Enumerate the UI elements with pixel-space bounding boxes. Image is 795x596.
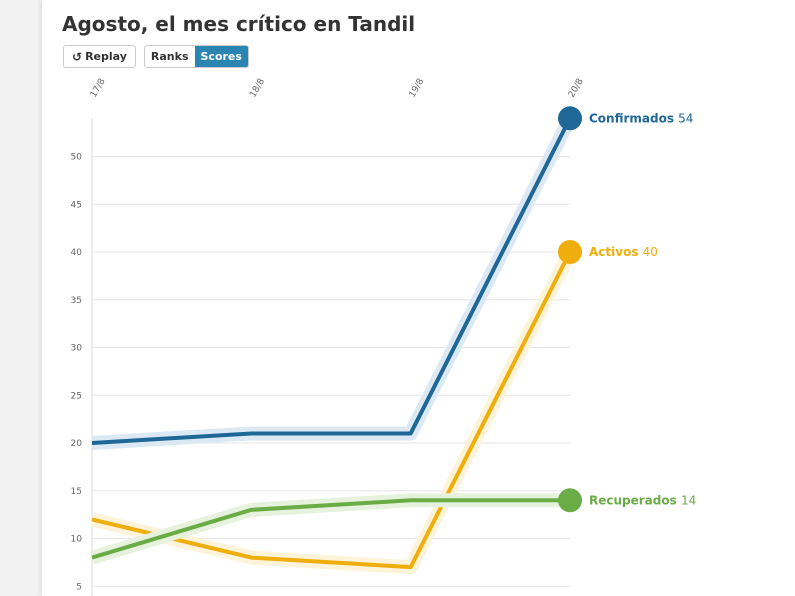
ranks-option[interactable]: Ranks	[150, 50, 189, 63]
series-name: Recuperados	[589, 493, 681, 507]
y-tick-label: 50	[71, 153, 83, 163]
series-value: 14	[681, 493, 696, 507]
series-end-marker[interactable]	[558, 240, 582, 264]
replay-label: Replay	[85, 50, 127, 63]
mode-toggle: Ranks Scores	[143, 45, 249, 68]
end-labels: Confirmados 54 Activos 40 Recuperados 14	[589, 111, 696, 507]
series-group	[89, 106, 582, 575]
grid	[92, 156, 570, 587]
series-halo	[89, 493, 570, 565]
replay-button[interactable]: ↺ Replay	[63, 45, 136, 68]
series-activos	[90, 240, 582, 575]
series-recuperados	[89, 488, 582, 565]
series-name: Activos	[589, 245, 643, 259]
series-line	[91, 498, 570, 560]
series-end-label: Activos 40	[589, 245, 658, 259]
x-tick-label: 19/8	[408, 77, 427, 100]
y-tick-label: 30	[71, 344, 83, 354]
series-end-label: Confirmados 54	[589, 111, 693, 125]
y-tick-label: 45	[71, 200, 82, 210]
series-name: Confirmados	[589, 111, 678, 125]
y-tick-label: 35	[71, 296, 82, 306]
series-line	[91, 117, 572, 445]
series-value: 40	[643, 245, 658, 259]
scores-option[interactable]: Scores	[194, 46, 248, 67]
y-axis: 5 10 15 20 25 30 35 40 45 50	[71, 118, 93, 596]
x-tick-label: 17/8	[89, 77, 108, 100]
chart-controls: ↺ Replay Ranks Scores	[63, 45, 249, 68]
y-tick-label: 40	[71, 248, 83, 258]
series-value: 54	[678, 111, 693, 125]
y-tick-label: 5	[76, 582, 82, 592]
x-axis: 17/8 18/8 19/8 20/8	[89, 77, 586, 100]
line-chart: 5 10 15 20 25 30 35 40 45 50 17/8 18/8 19/8 20/8 Con…	[71, 77, 696, 596]
page-title: Agosto, el mes crítico en Tandil	[62, 12, 416, 36]
x-tick-label: 18/8	[248, 77, 267, 100]
series-confirmados	[91, 106, 582, 450]
y-tick-label: 10	[71, 535, 83, 545]
series-end-label: Recuperados 14	[589, 493, 696, 507]
y-tick-label: 15	[71, 487, 82, 497]
x-tick-label: 20/8	[567, 77, 586, 100]
replay-icon: ↺	[72, 49, 83, 64]
series-end-marker[interactable]	[558, 106, 582, 131]
y-tick-label: 20	[71, 439, 83, 449]
series-end-marker[interactable]	[558, 488, 582, 513]
y-tick-label: 25	[71, 391, 82, 401]
